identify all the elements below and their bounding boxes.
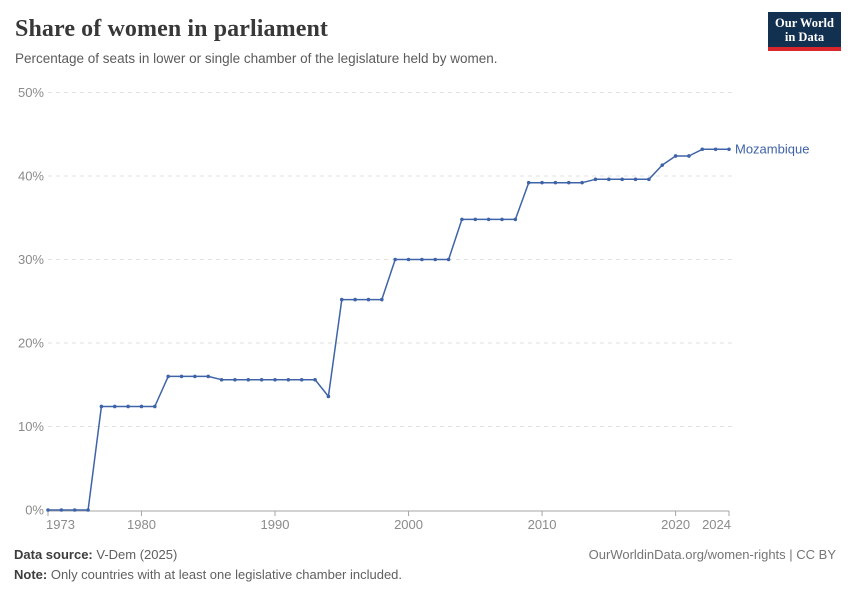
data-point-2000[interactable] xyxy=(406,257,411,262)
y-axis-label-30: 30% xyxy=(18,252,44,267)
data-point-1978[interactable] xyxy=(112,404,117,409)
data-point-1992[interactable] xyxy=(299,377,304,382)
data-point-2011[interactable] xyxy=(553,180,558,185)
data-point-2020[interactable] xyxy=(673,154,678,158)
data-point-2010[interactable] xyxy=(540,180,544,185)
data-point-1987[interactable] xyxy=(233,377,237,382)
data-point-2016[interactable] xyxy=(620,177,624,182)
data-point-1976[interactable] xyxy=(86,508,90,512)
data-point-1986[interactable] xyxy=(219,377,224,382)
data-point-1974[interactable] xyxy=(59,508,64,512)
x-axis-label-2010: 2010 xyxy=(528,517,557,532)
y-axis-label-0: 0% xyxy=(25,503,44,518)
data-point-1979[interactable] xyxy=(126,404,130,409)
data-point-2008[interactable] xyxy=(513,217,518,222)
data-point-2007[interactable] xyxy=(500,217,504,222)
data-point-2009[interactable] xyxy=(526,180,531,185)
data-point-1990[interactable] xyxy=(273,377,277,382)
data-point-2015[interactable] xyxy=(607,177,611,182)
data-point-1998[interactable] xyxy=(380,297,384,302)
data-point-1982[interactable] xyxy=(166,374,170,379)
y-axis-label-10: 10% xyxy=(18,419,44,434)
data-point-2006[interactable] xyxy=(486,217,491,222)
x-axis-label-1990: 1990 xyxy=(261,517,290,532)
data-point-1984[interactable] xyxy=(193,374,197,379)
entity-label: Mozambique xyxy=(735,142,809,157)
data-point-1988[interactable] xyxy=(246,377,251,382)
data-point-2021[interactable] xyxy=(687,154,691,158)
data-point-2014[interactable] xyxy=(593,177,598,182)
note-line: Note: Only countries with at least one l… xyxy=(14,565,402,585)
logo-line1: Our World xyxy=(775,16,834,30)
series-line-Mozambique[interactable] xyxy=(47,148,730,511)
data-point-2017[interactable] xyxy=(633,177,638,182)
data-point-1996[interactable] xyxy=(353,297,357,302)
data-point-1985[interactable] xyxy=(206,374,211,379)
note-value: Only countries with at least one legisla… xyxy=(50,567,403,582)
data-point-2023[interactable] xyxy=(713,147,718,152)
data-source-line: Data source: V-Dem (2025) xyxy=(14,545,402,565)
data-point-2003[interactable] xyxy=(446,257,451,262)
x-axis-label-2024: 2024 xyxy=(702,517,731,532)
y-axis-label-50: 50% xyxy=(18,85,44,100)
logo-line2: in Data xyxy=(784,30,825,44)
data-point-2024[interactable] xyxy=(727,147,731,152)
data-source-value: V-Dem (2025) xyxy=(96,547,178,562)
data-point-2019[interactable] xyxy=(660,163,665,167)
footer-left: Data source: V-Dem (2025) Note: Only cou… xyxy=(14,545,402,585)
data-point-2002[interactable] xyxy=(433,257,438,262)
data-point-2001[interactable] xyxy=(420,257,424,262)
data-point-1997[interactable] xyxy=(366,297,371,302)
x-axis-label-2020: 2020 xyxy=(661,517,690,532)
data-point-1991[interactable] xyxy=(286,377,291,382)
data-point-2005[interactable] xyxy=(473,217,478,222)
data-point-1977[interactable] xyxy=(99,404,104,409)
data-source-label: Data source: xyxy=(14,547,93,562)
data-point-2022[interactable] xyxy=(700,147,705,152)
page-title: Share of women in parliament xyxy=(15,16,329,42)
x-axis-label-1980: 1980 xyxy=(127,517,156,532)
x-axis-label-2000: 2000 xyxy=(394,517,423,532)
data-point-1995[interactable] xyxy=(339,297,344,302)
x-axis-label-1973: 1973 xyxy=(46,517,75,532)
data-point-2018[interactable] xyxy=(647,177,651,182)
data-point-2004[interactable] xyxy=(460,217,464,222)
chart-footer: Data source: V-Dem (2025) Note: Only cou… xyxy=(14,545,836,585)
data-point-1983[interactable] xyxy=(179,374,184,379)
data-point-1980[interactable] xyxy=(139,404,144,409)
data-point-1994[interactable] xyxy=(326,394,331,399)
data-point-1975[interactable] xyxy=(72,508,77,512)
data-point-1973[interactable] xyxy=(46,508,50,512)
data-point-1993[interactable] xyxy=(313,377,317,382)
owid-logo[interactable]: Our World in Data xyxy=(768,12,841,51)
y-axis-label-40: 40% xyxy=(18,169,44,184)
chart-header: Share of women in parliament Percentage … xyxy=(0,0,850,66)
data-point-1981[interactable] xyxy=(153,404,157,409)
note-label: Note: xyxy=(14,567,48,582)
chart-subtitle: Percentage of seats in lower or single c… xyxy=(15,51,498,66)
license-link[interactable]: OurWorldinData.org/women-rights | CC BY xyxy=(588,547,836,562)
data-point-1989[interactable] xyxy=(259,377,264,382)
data-point-1999[interactable] xyxy=(393,257,397,262)
data-point-2013[interactable] xyxy=(580,180,584,185)
y-axis-label-20: 20% xyxy=(18,336,44,351)
data-point-2012[interactable] xyxy=(566,180,571,185)
